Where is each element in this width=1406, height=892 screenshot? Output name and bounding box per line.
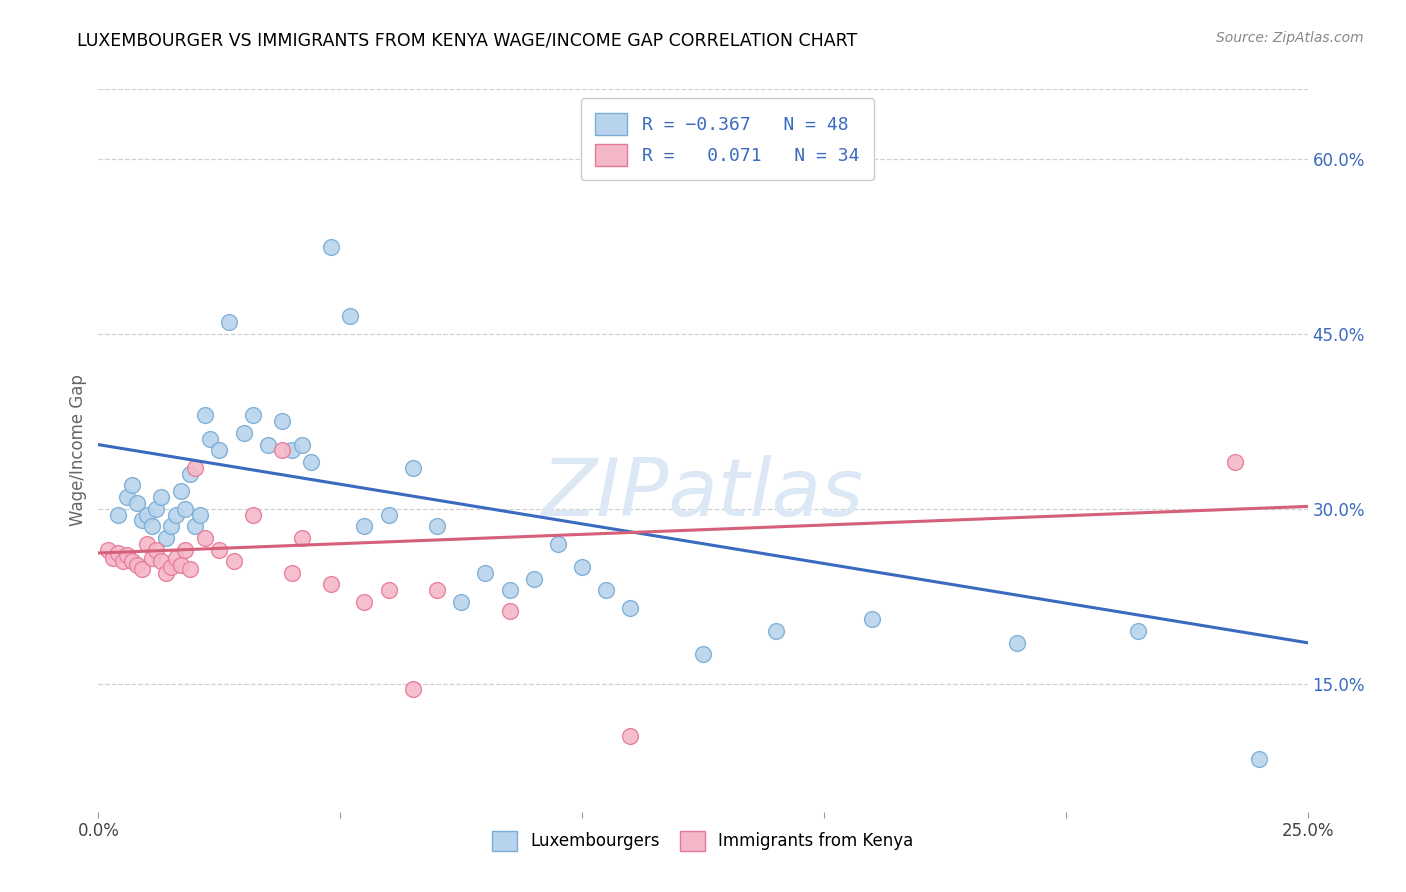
Point (101, 550, 124, 565)
Point (188, 508, 211, 522)
Point (290, 531, 312, 545)
Point (169, 558, 191, 572)
Point (107, 546, 129, 560)
Point (117, 549, 139, 563)
Point (218, 315, 240, 329)
Point (145, 501, 167, 516)
Point (765, 624, 787, 639)
Point (194, 409, 217, 423)
Point (184, 461, 207, 475)
Point (290, 437, 312, 451)
Point (184, 519, 207, 533)
Point (1007, 636, 1029, 650)
Point (198, 432, 221, 446)
Point (131, 562, 153, 576)
Point (377, 508, 399, 522)
Point (141, 550, 163, 565)
Point (402, 461, 425, 475)
Point (135, 508, 157, 522)
Point (107, 508, 129, 522)
Point (353, 595, 375, 609)
Point (174, 542, 197, 557)
Point (160, 560, 183, 574)
Point (256, 437, 278, 451)
Point (150, 554, 173, 568)
Point (135, 537, 157, 551)
Point (117, 490, 139, 504)
Point (127, 558, 149, 572)
Legend: Luxembourgers, Immigrants from Kenya: Luxembourgers, Immigrants from Kenya (485, 824, 921, 857)
Point (450, 595, 472, 609)
Point (498, 604, 520, 618)
Point (155, 531, 177, 545)
Point (141, 519, 163, 533)
Point (1128, 624, 1150, 639)
Point (160, 519, 183, 533)
Point (121, 554, 143, 568)
Point (353, 519, 375, 533)
Point (299, 455, 322, 469)
Point (208, 542, 231, 557)
Point (232, 425, 254, 440)
Point (174, 501, 197, 516)
Point (402, 682, 425, 697)
Point (860, 612, 883, 626)
Point (1223, 455, 1246, 469)
Point (692, 648, 714, 662)
Point (319, 577, 342, 591)
Point (242, 508, 264, 522)
Point (222, 554, 245, 568)
Point (242, 409, 264, 423)
Point (194, 531, 217, 545)
Text: ZIPatlas: ZIPatlas (541, 455, 865, 533)
Point (595, 583, 617, 598)
Point (127, 496, 149, 510)
Point (377, 583, 399, 598)
Point (281, 566, 304, 580)
Point (281, 443, 304, 458)
Point (619, 729, 641, 743)
Point (165, 550, 187, 565)
Point (271, 414, 294, 428)
Point (426, 583, 449, 598)
Point (271, 443, 294, 458)
Point (319, 239, 342, 253)
Point (97, 542, 120, 557)
Point (150, 490, 173, 504)
Point (111, 554, 134, 568)
Point (498, 583, 520, 598)
Point (426, 519, 449, 533)
Point (169, 484, 191, 499)
Point (339, 310, 361, 324)
Point (155, 566, 177, 580)
Point (121, 478, 143, 492)
Point (619, 600, 641, 615)
Point (474, 566, 496, 580)
Point (208, 443, 231, 458)
Y-axis label: Wage/Income Gap: Wage/Income Gap (69, 375, 87, 526)
Text: LUXEMBOURGER VS IMMIGRANTS FROM KENYA WAGE/INCOME GAP CORRELATION CHART: LUXEMBOURGER VS IMMIGRANTS FROM KENYA WA… (77, 31, 858, 49)
Point (179, 562, 201, 576)
Point (145, 542, 167, 557)
Point (165, 508, 187, 522)
Point (1249, 752, 1271, 766)
Point (571, 560, 593, 574)
Point (547, 537, 569, 551)
Point (179, 467, 201, 481)
Point (131, 513, 153, 527)
Text: Source: ZipAtlas.com: Source: ZipAtlas.com (1216, 31, 1364, 45)
Point (523, 572, 546, 586)
